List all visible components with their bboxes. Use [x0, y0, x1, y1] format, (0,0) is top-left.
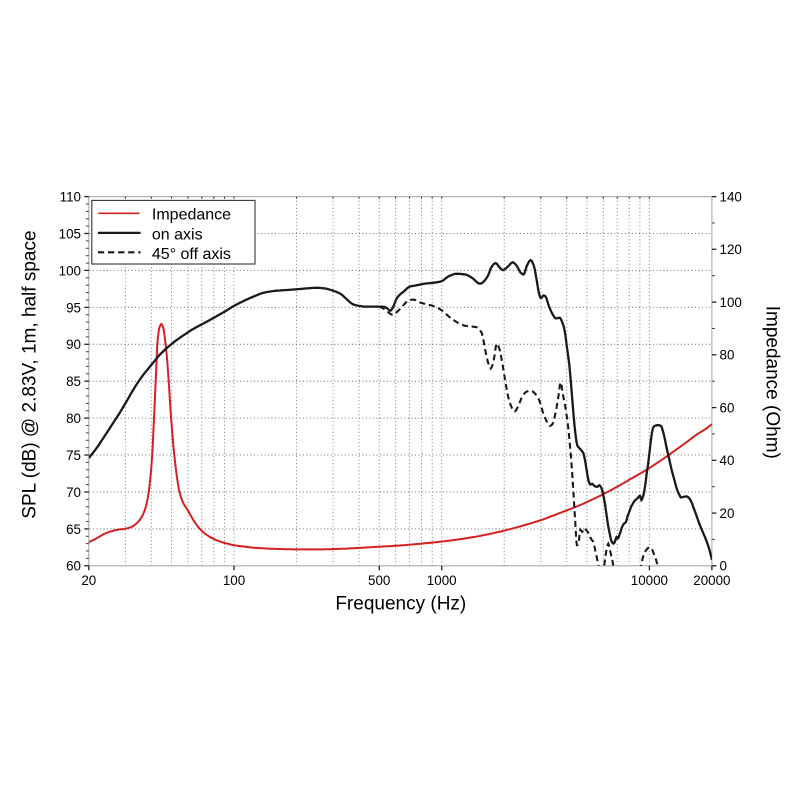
- svg-text:40: 40: [720, 453, 735, 468]
- svg-text:85: 85: [66, 374, 81, 389]
- svg-text:45° off axis: 45° off axis: [152, 246, 231, 263]
- svg-text:Impedance: Impedance: [152, 206, 231, 223]
- svg-text:110: 110: [60, 190, 81, 205]
- svg-text:60: 60: [720, 401, 735, 416]
- svg-text:70: 70: [66, 485, 81, 500]
- svg-text:10000: 10000: [631, 573, 668, 588]
- svg-text:75: 75: [66, 448, 81, 463]
- svg-text:105: 105: [59, 226, 81, 241]
- svg-text:80: 80: [66, 411, 81, 426]
- svg-text:95: 95: [66, 300, 81, 315]
- svg-text:60: 60: [66, 559, 81, 574]
- svg-text:20: 20: [81, 573, 96, 588]
- svg-text:65: 65: [66, 522, 81, 537]
- svg-text:on axis: on axis: [152, 227, 203, 244]
- svg-text:120: 120: [720, 242, 742, 257]
- svg-text:80: 80: [720, 348, 735, 363]
- svg-text:100: 100: [59, 263, 81, 278]
- svg-text:500: 500: [368, 573, 390, 588]
- svg-text:0: 0: [720, 559, 727, 574]
- svg-text:SPL (dB) @ 2.83V, 1m, half spa: SPL (dB) @ 2.83V, 1m, half space: [20, 230, 41, 518]
- svg-text:90: 90: [66, 337, 81, 352]
- svg-text:Impedance (Ohm): Impedance (Ohm): [762, 306, 783, 459]
- svg-text:1000: 1000: [427, 573, 457, 588]
- svg-text:100: 100: [223, 573, 245, 588]
- svg-text:20000: 20000: [693, 573, 730, 588]
- svg-text:20: 20: [720, 506, 735, 521]
- svg-text:Frequency (Hz): Frequency (Hz): [335, 594, 466, 615]
- svg-text:100: 100: [720, 295, 742, 310]
- svg-text:140: 140: [720, 190, 742, 205]
